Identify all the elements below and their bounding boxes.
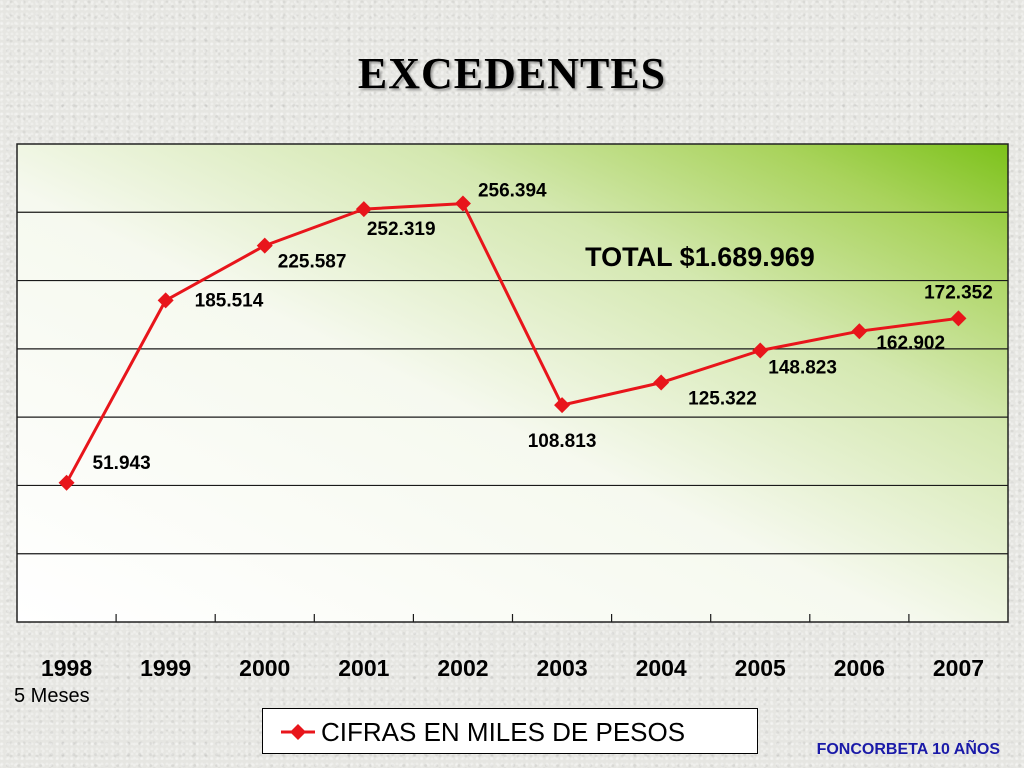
x-tick-label: 1998 (41, 655, 92, 681)
data-label: 51.943 (93, 453, 151, 474)
plot-area (16, 143, 1009, 623)
legend: CIFRAS EN MILES DE PESOS (262, 708, 758, 754)
x-tick-label: 2004 (636, 655, 687, 681)
legend-series-label: CIFRAS EN MILES DE PESOS (321, 717, 686, 747)
x-tick-label: 2005 (735, 655, 786, 681)
data-label: 185.514 (195, 290, 264, 311)
x-tick-label: 2006 (834, 655, 885, 681)
data-point-marker (950, 310, 967, 327)
data-point-marker (851, 323, 868, 340)
footnote-5-meses: 5 Meses (14, 685, 90, 707)
x-tick-label: 2002 (437, 655, 488, 681)
x-tick-label: 2001 (338, 655, 389, 681)
data-label: 252.319 (367, 219, 436, 240)
data-point-marker (58, 474, 75, 491)
data-point-marker (752, 342, 769, 359)
legend-series-marker (281, 724, 315, 740)
data-label: 225.587 (278, 252, 347, 273)
data-point-marker (157, 292, 174, 309)
data-label: 108.813 (528, 431, 597, 452)
data-point-marker (256, 237, 273, 254)
x-tick-label: 2000 (239, 655, 290, 681)
data-point-marker (355, 201, 372, 218)
data-point-marker (454, 195, 471, 212)
data-label: 256.394 (478, 181, 547, 202)
x-tick-label: 2007 (933, 655, 984, 681)
data-label: 172.352 (924, 282, 993, 303)
chart-title: EXCEDENTES (357, 49, 667, 98)
data-point-marker (554, 397, 571, 414)
data-label: 148.823 (768, 357, 837, 378)
series-line (65, 202, 959, 484)
footer-brand: FONCORBETA 10 AÑOS (816, 741, 1000, 758)
data-point-marker (653, 374, 670, 391)
data-label: 125.322 (688, 389, 757, 410)
x-tick-label: 1999 (140, 655, 191, 681)
total-annotation: TOTAL $1.689.969 (585, 242, 815, 272)
x-tick-label: 2003 (536, 655, 587, 681)
data-label: 162.902 (876, 333, 945, 354)
